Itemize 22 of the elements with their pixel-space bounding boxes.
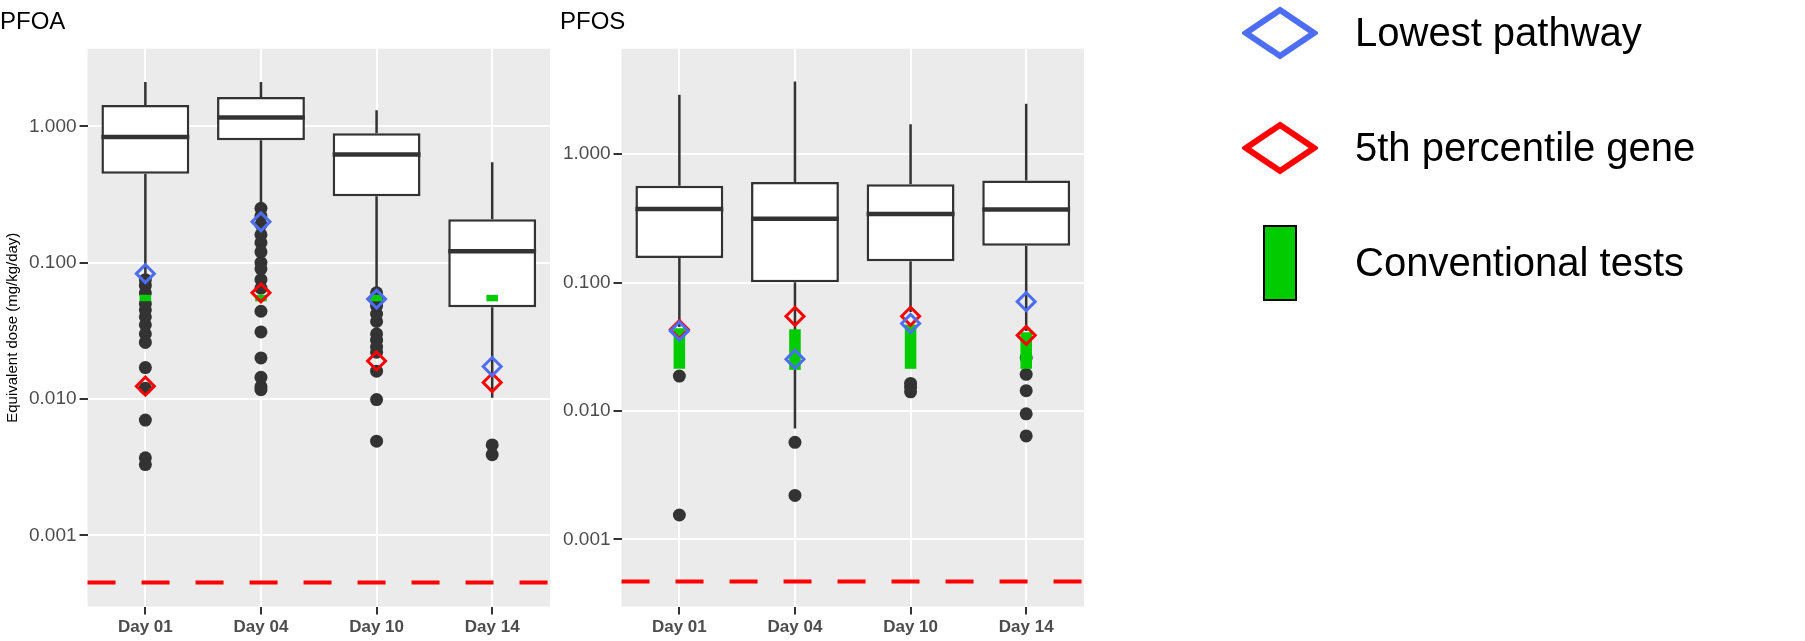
legend-label: Conventional tests	[1355, 240, 1685, 285]
x-tick-label: Day 01	[117, 617, 173, 637]
y-tick-label: 0.001	[29, 523, 77, 545]
y-tick-label: 0.010	[29, 387, 77, 409]
x-tick-label: Day 10	[349, 617, 404, 637]
x-tick-label: Day 14	[464, 617, 521, 637]
y-tick-label: 1.000	[563, 142, 611, 164]
x-tick-label: Day 01	[651, 617, 707, 637]
legend-label: 5th percentile gene	[1355, 125, 1696, 170]
y-tick-label: 0.010	[563, 399, 611, 421]
chart-title: PFOS	[560, 7, 626, 35]
legend-label: Lowest pathway	[1355, 10, 1642, 55]
y-tick-label: 0.001	[563, 527, 611, 549]
y-axis-title: Equivalent dose (mg/kg/day)	[3, 232, 21, 423]
y-tick-label: 1.000	[29, 114, 77, 136]
x-tick-label: Day 04	[233, 617, 289, 637]
y-tick-label: 0.100	[563, 270, 611, 292]
y-tick-label: 0.100	[29, 250, 77, 272]
x-tick-label: Day 10	[883, 617, 938, 637]
chart-title: PFOA	[0, 7, 66, 35]
x-tick-label: Day 14	[998, 617, 1055, 637]
x-tick-label: Day 04	[767, 617, 823, 637]
